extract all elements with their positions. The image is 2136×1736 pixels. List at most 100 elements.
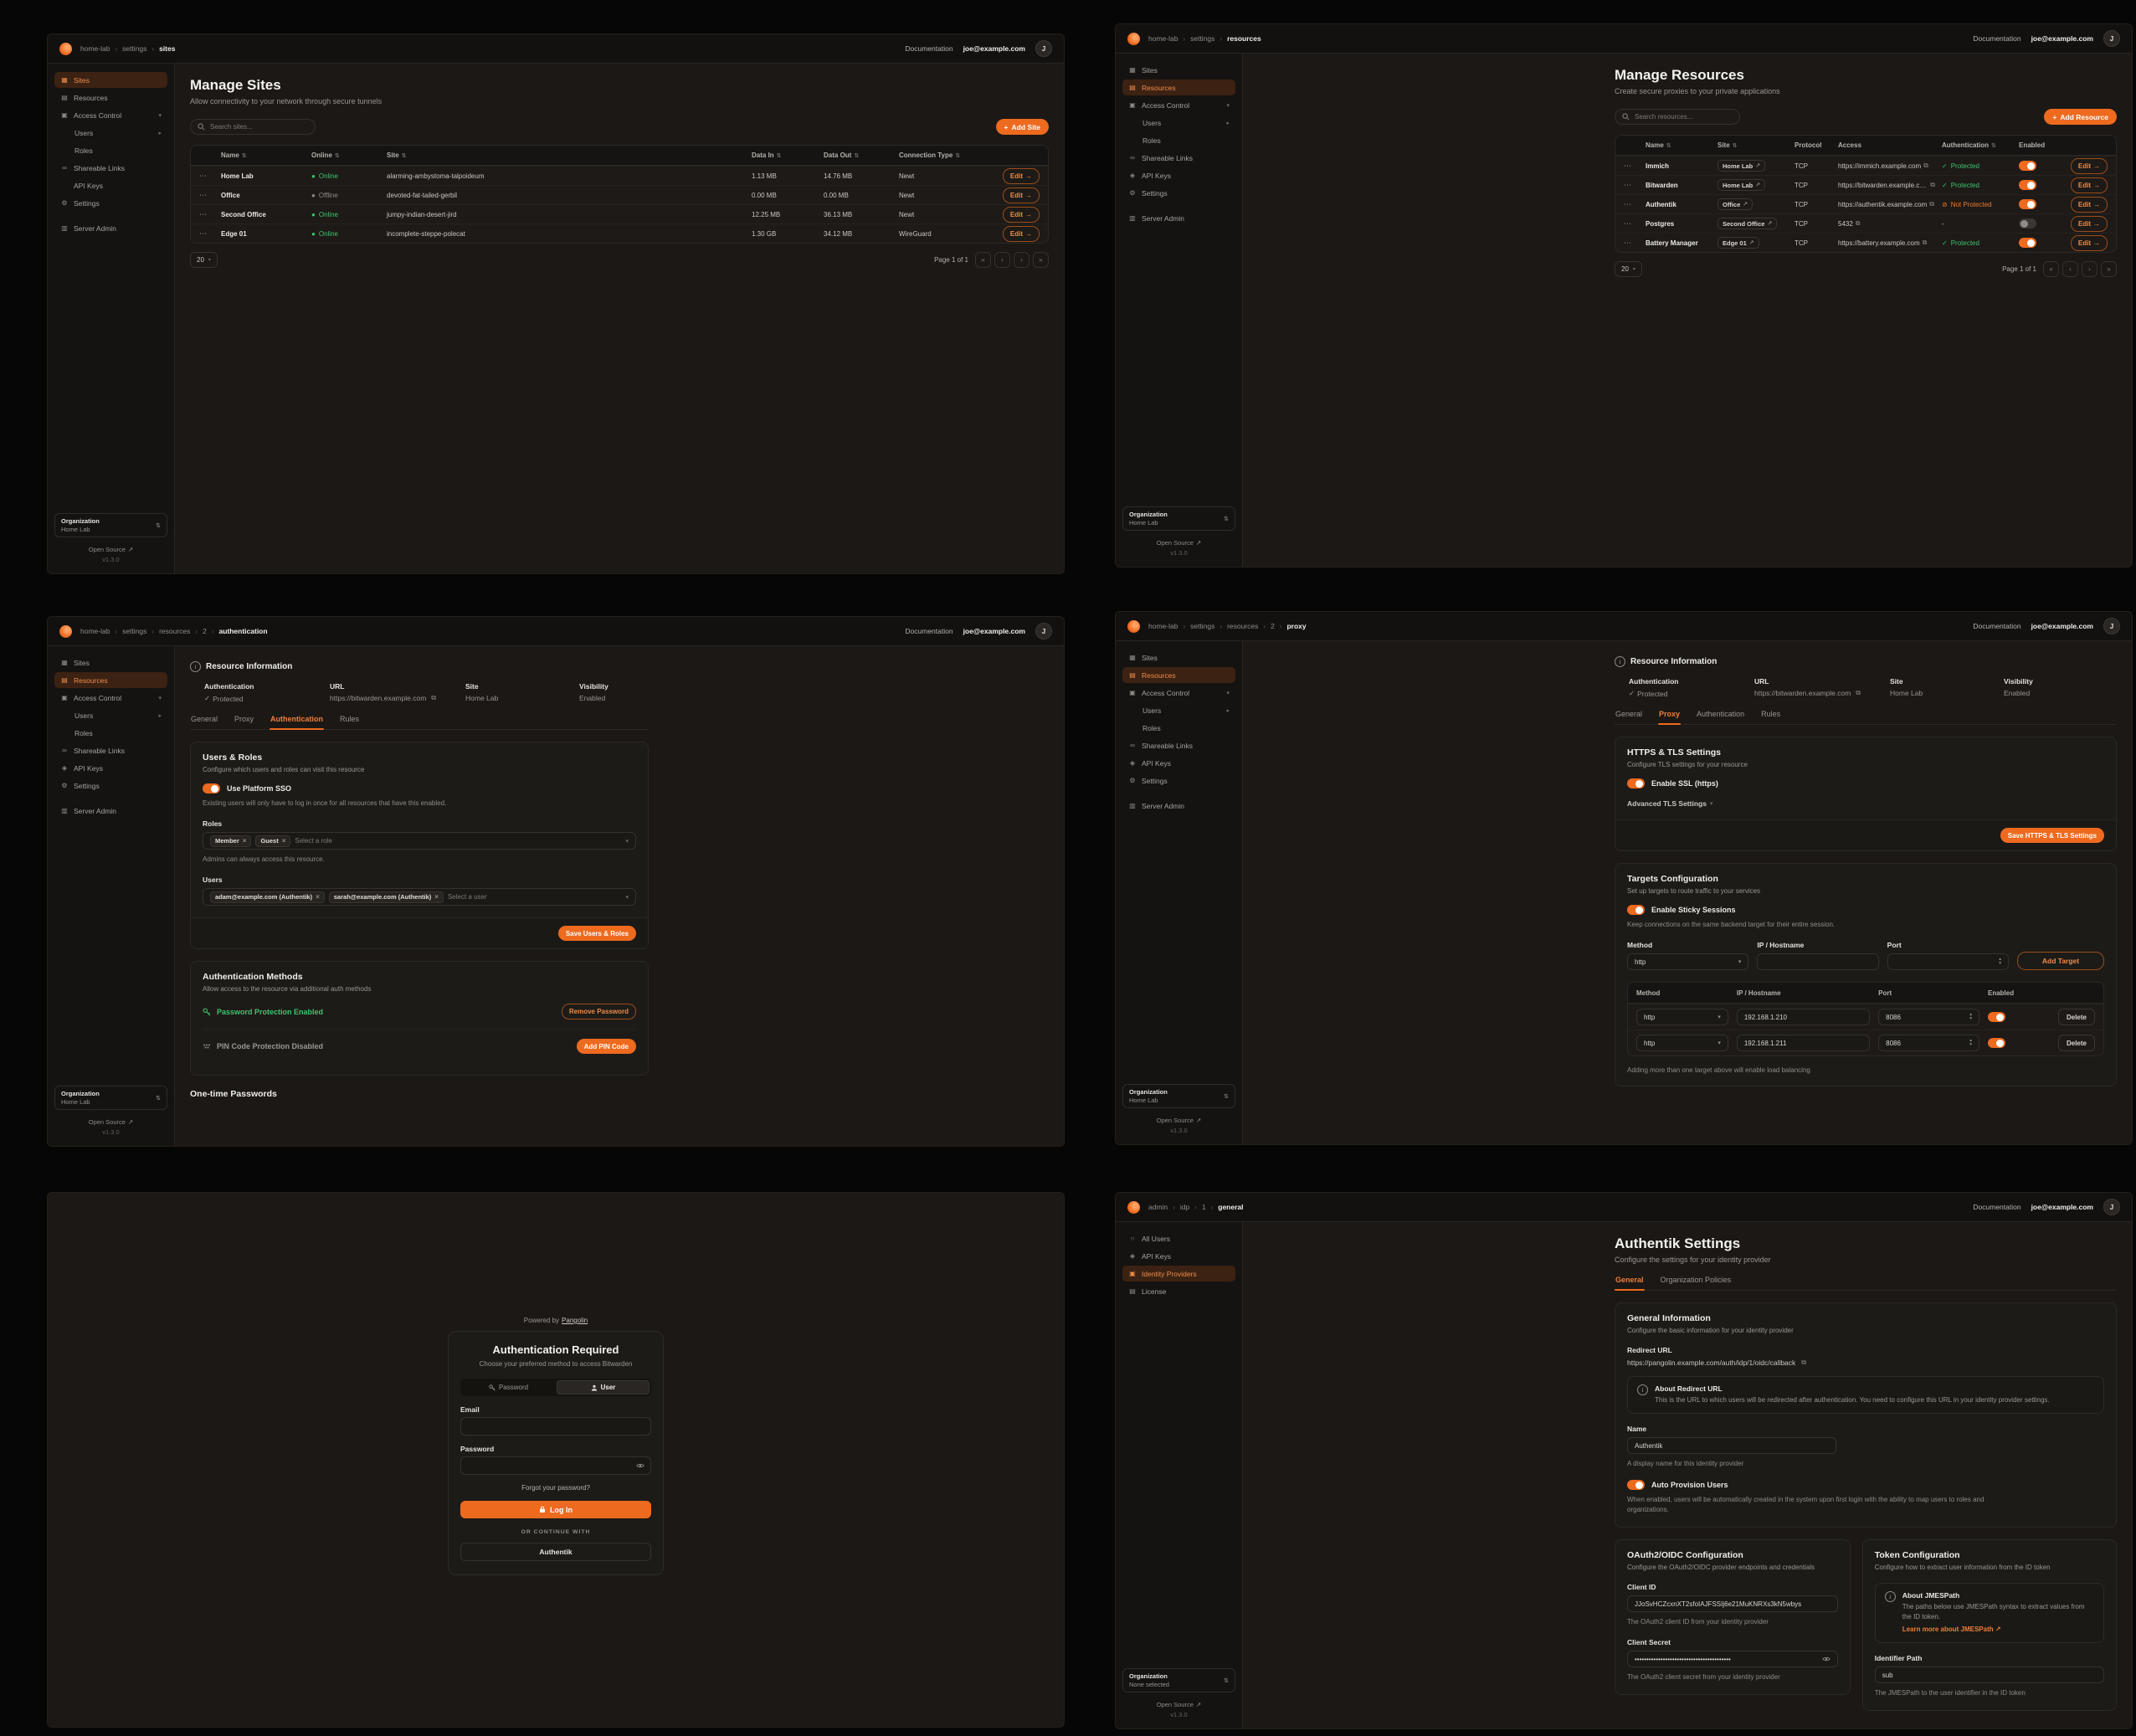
target-enabled-toggle[interactable] — [1987, 1038, 2005, 1048]
row-menu-icon[interactable]: ⋯ — [199, 190, 207, 199]
last-page-button[interactable]: » — [1033, 252, 1049, 268]
user-email[interactable]: joe@example.com — [2031, 1203, 2093, 1211]
edit-button[interactable]: Edit → — [2070, 234, 2108, 251]
breadcrumb-item[interactable]: 2 — [203, 627, 207, 635]
sidebar-item-resources[interactable]: ▤ Resources — [54, 90, 167, 105]
breadcrumb-item[interactable]: admin — [1148, 1203, 1168, 1211]
method-select[interactable]: http ▾ — [1636, 1035, 1728, 1051]
enable-ssl-toggle[interactable] — [1627, 778, 1645, 788]
port-input[interactable]: 8086 ▴ ▾ — [1878, 1035, 1979, 1051]
close-icon[interactable]: × — [434, 893, 439, 901]
sidebar-item-resources[interactable]: ▤ Resources — [54, 672, 167, 688]
breadcrumb-item[interactable]: home-lab — [1148, 622, 1178, 630]
number-stepper[interactable]: ▴ ▾ — [1999, 957, 2001, 966]
copy-icon[interactable]: ⧉ — [1929, 200, 1934, 208]
user-email[interactable]: joe@example.com — [963, 44, 1025, 53]
sidebar-item-sites[interactable]: ▦ Sites — [54, 655, 167, 670]
breadcrumb-item[interactable]: resources — [159, 627, 191, 635]
open-source-link[interactable]: Open Source ↗ — [88, 546, 134, 553]
sidebar-item-users[interactable]: Users ▸ — [69, 125, 167, 141]
sidebar-item-all-users[interactable]: ○ All Users — [1122, 1230, 1235, 1246]
org-switcher[interactable]: Organization Home Lab ⇅ — [54, 513, 167, 537]
documentation-link[interactable]: Documentation — [905, 44, 953, 53]
sidebar-item-server-admin[interactable]: ▥ Server Admin — [54, 803, 167, 819]
edit-button[interactable]: Edit → — [1002, 225, 1040, 242]
edit-button[interactable]: Edit → — [2070, 196, 2108, 213]
row-menu-icon[interactable]: ⋯ — [199, 229, 207, 238]
port-input[interactable]: 8086 ▴ ▾ — [1878, 1009, 1979, 1025]
next-page-button[interactable]: › — [1014, 252, 1029, 268]
method-select[interactable]: http ▾ — [1627, 953, 1749, 970]
breadcrumb-item[interactable]: 1 — [1201, 1203, 1206, 1211]
number-stepper[interactable]: ▴ ▾ — [1969, 1012, 1972, 1021]
ip-hostname-input[interactable] — [1757, 953, 1879, 970]
tab-authentication[interactable]: Authentication — [1697, 710, 1745, 718]
close-icon[interactable]: × — [281, 837, 286, 845]
row-menu-icon[interactable]: ⋯ — [1624, 199, 1631, 208]
column-header-data-out[interactable]: Data Out ⇅ — [824, 152, 860, 159]
edit-button[interactable]: Edit → — [2070, 157, 2108, 174]
tab-general[interactable]: General — [191, 715, 218, 723]
sidebar-item-license[interactable]: ▤ License — [1122, 1283, 1235, 1299]
sidebar-item-api-keys[interactable]: ◈ API Keys — [1122, 167, 1235, 183]
edit-button[interactable]: Edit → — [1002, 206, 1040, 223]
org-switcher[interactable]: Organization Home Lab ⇅ — [1122, 1084, 1235, 1108]
row-menu-icon[interactable]: ⋯ — [1624, 238, 1631, 247]
sticky-sessions-toggle[interactable] — [1627, 905, 1645, 915]
row-menu-icon[interactable]: ⋯ — [1624, 161, 1631, 170]
open-source-link[interactable]: Open Source ↗ — [1156, 539, 1202, 547]
sidebar-item-roles[interactable]: Roles — [1137, 720, 1235, 736]
open-source-link[interactable]: Open Source ↗ — [88, 1118, 134, 1126]
tab-proxy[interactable]: Proxy — [234, 715, 254, 723]
site-badge[interactable]: Second Office ↗ — [1718, 218, 1778, 229]
tab-authentication[interactable]: Authentication — [270, 715, 325, 730]
search-input[interactable]: Search resources... — [1615, 109, 1740, 125]
delete-target-button[interactable]: Delete — [2057, 1035, 2095, 1051]
first-page-button[interactable]: « — [975, 252, 991, 268]
log-in-button[interactable]: Log In — [460, 1501, 651, 1518]
prev-page-button[interactable]: ‹ — [2062, 261, 2078, 277]
user-chip[interactable]: sarah@example.com (Authentik) × — [328, 891, 444, 903]
sidebar-item-server-admin[interactable]: ▥ Server Admin — [1122, 798, 1235, 814]
tab-organization-policies[interactable]: Organization Policies — [1660, 1276, 1732, 1284]
user-email[interactable]: joe@example.com — [963, 627, 1025, 635]
enabled-toggle[interactable] — [2019, 218, 2036, 229]
documentation-link[interactable]: Documentation — [1973, 34, 2021, 43]
user-avatar[interactable]: J — [2103, 1199, 2120, 1215]
breadcrumb-item[interactable]: home-lab — [80, 627, 110, 635]
client-id-input[interactable]: JJoSvHCZcxnXT2sfoIAJFSSIj6e21MuKNRXs3kN5… — [1627, 1595, 1838, 1612]
tab-user[interactable]: User — [557, 1380, 650, 1394]
forgot-password-link[interactable]: Forgot your password? — [521, 1484, 590, 1492]
org-switcher[interactable]: Organization None selected ⇅ — [1122, 1668, 1235, 1692]
sidebar-item-sites[interactable]: ▦ Sites — [1122, 62, 1235, 78]
learn-more-link[interactable]: Learn more about JMESPath — [1902, 1626, 1994, 1633]
sidebar-item-shareable-links[interactable]: ∞ Shareable Links — [54, 742, 167, 758]
remove-password-button[interactable]: Remove Password — [561, 1004, 636, 1020]
sidebar-item-settings[interactable]: ⚙ Settings — [1122, 773, 1235, 788]
port-input[interactable]: ▴ ▾ — [1887, 953, 2009, 970]
column-header-online[interactable]: Online ⇅ — [311, 152, 340, 159]
breadcrumb-item[interactable]: home-lab — [80, 44, 110, 53]
sidebar-item-roles[interactable]: Roles — [69, 725, 167, 741]
sidebar-item-users[interactable]: Users ▸ — [1137, 115, 1235, 131]
user-email[interactable]: joe@example.com — [2031, 34, 2093, 43]
enabled-toggle[interactable] — [2019, 238, 2036, 248]
add-site-button[interactable]: + Add Site — [995, 119, 1049, 135]
eye-icon[interactable] — [1822, 1656, 1830, 1662]
sidebar-item-identity-providers[interactable]: ▣ Identity Providers — [1122, 1266, 1235, 1281]
copy-icon[interactable]: ⧉ — [1930, 181, 1935, 188]
password-field[interactable] — [460, 1456, 651, 1475]
name-input[interactable]: Authentik — [1627, 1437, 1836, 1454]
sidebar-item-api-keys[interactable]: ◈ API Keys — [1122, 1248, 1235, 1264]
column-header-name[interactable]: Name ⇅ — [221, 152, 247, 159]
sidebar-item-resources[interactable]: ▤ Resources — [1122, 667, 1235, 683]
sidebar-item-users[interactable]: Users ▸ — [69, 707, 167, 723]
roles-multiselect[interactable]: Member × Guest × Select a role ▾ — [203, 832, 636, 850]
sidebar-item-roles[interactable]: Roles — [69, 142, 167, 158]
user-email[interactable]: joe@example.com — [2031, 622, 2093, 630]
sidebar-item-shareable-links[interactable]: ∞ Shareable Links — [1122, 737, 1235, 753]
sidebar-item-settings[interactable]: ⚙ Settings — [54, 195, 167, 211]
role-chip[interactable]: Guest × — [255, 835, 291, 847]
column-header-site[interactable]: Site ⇅ — [1718, 141, 1738, 149]
page-size-select[interactable]: 20 ▾ — [190, 252, 218, 268]
